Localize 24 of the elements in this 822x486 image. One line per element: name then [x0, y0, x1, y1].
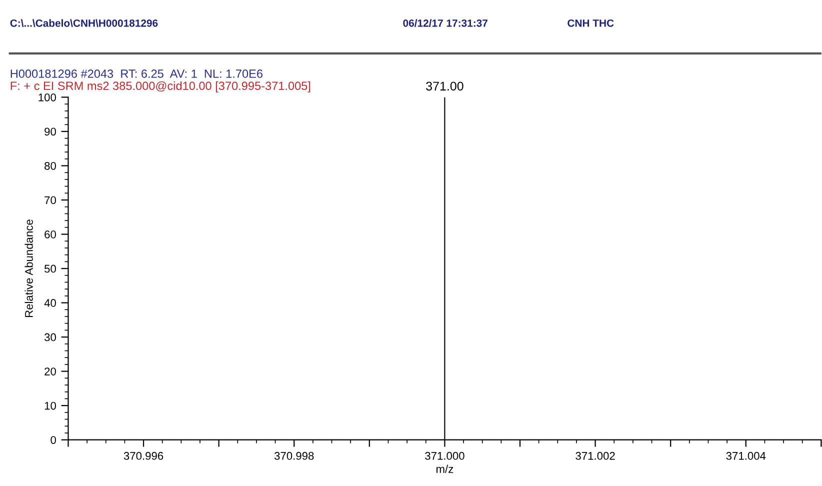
y-tick-label: 30	[44, 333, 56, 342]
x-axis-title: m/z	[436, 464, 454, 473]
y-tick-label: 90	[44, 128, 56, 136]
text: CNH THC	[568, 19, 614, 27]
y-tick-label: 10	[44, 402, 56, 410]
chart-subtitle: F: + c EI SRM ms2 385.000@cid10.00 [370.995-371.005]	[10, 81, 310, 92]
x-tick-label: 370.998	[274, 452, 314, 460]
y-tick-label: 50	[44, 264, 56, 273]
text: 06/12/17 17:31:37	[403, 19, 488, 27]
y-tick-label: 80	[44, 162, 56, 170]
y-tick-label: 60	[44, 230, 56, 238]
y-axis-title: Relative Abundance	[24, 220, 33, 318]
y-tick-label: 20	[44, 368, 56, 376]
x-tick-label: 370.996	[124, 452, 164, 460]
chart-title: H000181296 #2043 RT: 6.25 AV: 1 NL: 1.70E6	[10, 70, 262, 78]
y-tick-label: 0	[50, 436, 56, 444]
y-tick-label: 70	[44, 196, 56, 204]
annotation: 371.00	[426, 82, 464, 91]
text: C:\...\Cabelo\CNH\H000181296	[10, 19, 158, 27]
x-tick-label: 371.000	[425, 452, 464, 460]
x-tick-label: 371.004	[726, 452, 766, 460]
y-tick-label: 100	[38, 93, 56, 102]
y-tick-label: 40	[44, 299, 56, 307]
x-tick-label: 371.002	[576, 452, 615, 460]
